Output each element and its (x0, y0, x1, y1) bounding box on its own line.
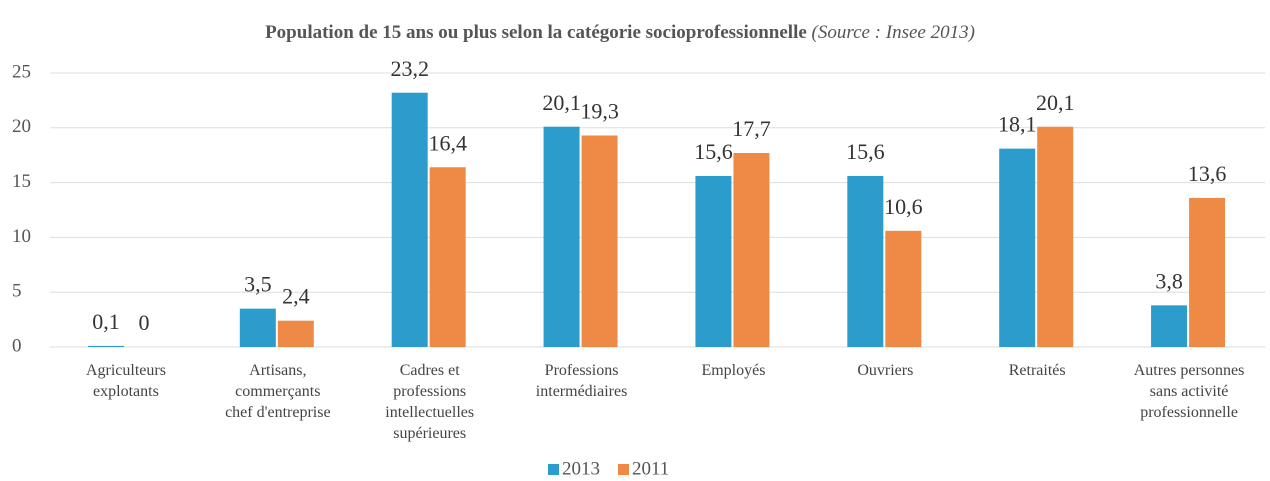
data-label: 19,3 (580, 99, 619, 124)
bar (733, 153, 770, 347)
bar (87, 345, 124, 347)
bar (429, 167, 466, 347)
bar (847, 176, 884, 347)
data-label: 16,4 (428, 130, 467, 155)
x-tick-label: Employés (701, 362, 766, 379)
data-label: 2,4 (282, 284, 310, 309)
legend-label: 2011 (632, 458, 669, 479)
data-label: 13,6 (1188, 161, 1227, 186)
x-tick-label: Ouvriers (857, 362, 914, 379)
bar (885, 230, 922, 347)
data-label: 0 (138, 310, 149, 335)
bar (695, 176, 732, 347)
data-label: 18,1 (998, 112, 1037, 137)
data-label: 20,1 (1036, 90, 1075, 115)
legend-swatch (618, 464, 629, 475)
bar (1151, 305, 1188, 347)
data-label: 10,6 (884, 194, 923, 219)
x-tick-label: Autres personnes sans activité professio… (1133, 362, 1245, 421)
data-label: 17,7 (732, 116, 771, 141)
bar (999, 148, 1036, 347)
data-label: 20,1 (542, 90, 581, 115)
bar (543, 126, 580, 347)
data-label: 3,8 (1155, 268, 1183, 293)
y-tick-label: 10 (12, 226, 31, 247)
y-tick-label: 5 (12, 281, 22, 302)
source: (Source : Insee 2013) (812, 22, 975, 43)
data-label: 15,6 (846, 139, 885, 164)
data-label: 0,1 (92, 309, 120, 334)
y-tick-label: 25 (12, 61, 31, 82)
x-tick-label: Professions intermédiaires (535, 362, 628, 400)
x-tick-label: Cadres et professions intellectuelles su… (385, 362, 475, 442)
bar (1189, 197, 1226, 347)
bar (391, 92, 428, 347)
y-tick-label: 0 (12, 335, 22, 356)
y-tick-label: 20 (12, 116, 31, 137)
bar (239, 308, 276, 347)
x-tick-label: Retraités (1008, 362, 1066, 379)
bar (1037, 126, 1074, 347)
data-label: 15,6 (694, 139, 733, 164)
x-tick-label: Artisans, commerçants chef d'entreprise (225, 362, 331, 421)
bar (581, 135, 618, 347)
data-label: 23,2 (390, 56, 429, 81)
chart-title: Population de 15 ans ou plus selon la ca… (265, 22, 975, 43)
x-tick-label: Agriculteurs explotants (85, 362, 166, 400)
y-tick-label: 15 (12, 171, 31, 192)
bar (277, 320, 314, 347)
data-label: 3,5 (244, 272, 272, 297)
legend-label: 2013 (562, 458, 600, 479)
legend-swatch (548, 464, 559, 475)
title: Population de 15 ans ou plus selon la ca… (265, 22, 807, 43)
